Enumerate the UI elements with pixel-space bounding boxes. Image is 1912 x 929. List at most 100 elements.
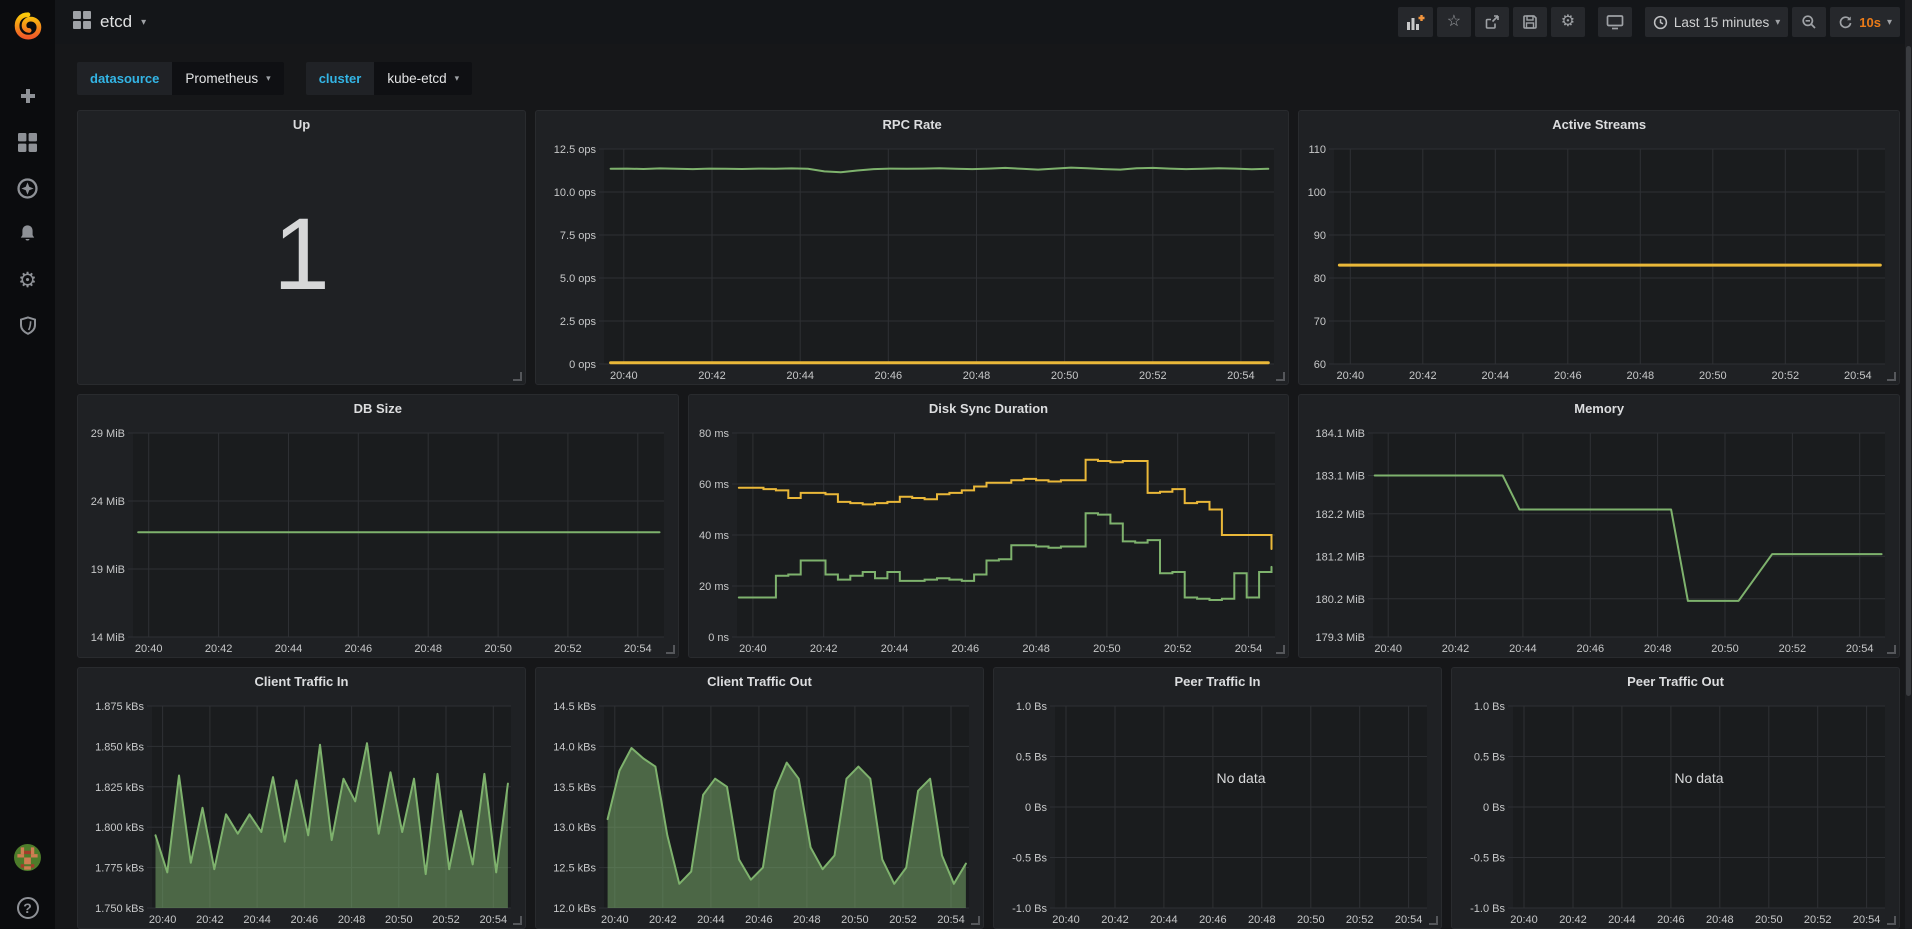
alerting-bell-icon[interactable] xyxy=(7,218,49,250)
settings-button[interactable]: ⚙ xyxy=(1550,7,1585,37)
svg-text:20:44: 20:44 xyxy=(880,643,908,655)
svg-text:12.5 ops: 12.5 ops xyxy=(554,144,597,156)
chevron-down-icon[interactable]: ▾ xyxy=(141,16,147,28)
svg-text:20:40: 20:40 xyxy=(601,914,629,926)
variable-cluster-label: cluster xyxy=(305,62,375,95)
panel-title[interactable]: Peer Traffic In xyxy=(1174,674,1261,689)
refresh-icon xyxy=(1839,15,1852,28)
panel-title[interactable]: Client Traffic Out xyxy=(707,674,812,689)
panel-title[interactable]: Disk Sync Duration xyxy=(928,401,1049,416)
variable-datasource-value[interactable]: Prometheus ▾ xyxy=(172,62,284,95)
time-range-picker[interactable]: Last 15 minutes ▾ xyxy=(1644,7,1789,37)
svg-text:20:40: 20:40 xyxy=(1510,914,1538,926)
clock-icon xyxy=(1653,15,1668,29)
svg-text:20:42: 20:42 xyxy=(1101,914,1129,926)
svg-text:20 ms: 20 ms xyxy=(699,581,729,593)
peer-traffic-out-chart[interactable]: 20:40 20:42 20:44 20:46 20:48 20:50 20:52 20:54… xyxy=(1452,696,1899,928)
svg-text:20:50: 20:50 xyxy=(1755,914,1783,926)
svg-text:110: 110 xyxy=(1309,144,1327,156)
panel-client-traffic-out: Client Traffic Out 20:40 20:42 20:44 20:46 2… xyxy=(535,667,984,929)
svg-text:181.2 MiB: 181.2 MiB xyxy=(1316,551,1366,563)
svg-text:20:52: 20:52 xyxy=(554,643,582,655)
client-traffic-out-chart[interactable]: 20:40 20:42 20:44 20:46 20:48 20:50 20:52 20:54… xyxy=(536,696,983,928)
svg-text:20:48: 20:48 xyxy=(963,370,991,382)
db-size-chart[interactable]: 20:40 20:42 20:44 20:46 20:48 20:50 20:52 20:54… xyxy=(78,423,678,657)
svg-text:20:52: 20:52 xyxy=(1772,370,1800,382)
svg-text:1.825 kBs: 1.825 kBs xyxy=(95,782,144,794)
chevron-down-icon: ▾ xyxy=(1886,16,1892,28)
add-panel-button[interactable] xyxy=(1397,7,1433,37)
variable-datasource: datasource Prometheus ▾ xyxy=(77,62,284,95)
svg-text:20:42: 20:42 xyxy=(1442,643,1470,655)
svg-text:20:40: 20:40 xyxy=(1052,914,1080,926)
dashboard-grid-icon xyxy=(73,10,91,34)
svg-text:182.2 MiB: 182.2 MiB xyxy=(1316,509,1366,521)
svg-text:14.0 kBs: 14.0 kBs xyxy=(553,741,596,753)
svg-text:20:46: 20:46 xyxy=(1657,914,1685,926)
svg-text:20:50: 20:50 xyxy=(1712,643,1740,655)
svg-text:1.0 Bs: 1.0 Bs xyxy=(1474,701,1506,713)
svg-text:20:42: 20:42 xyxy=(698,370,726,382)
chevron-down-icon: ▾ xyxy=(266,73,271,83)
panel-up: Up 1 xyxy=(77,110,526,385)
panel-title[interactable]: Client Traffic In xyxy=(254,674,349,689)
svg-text:20:42: 20:42 xyxy=(205,643,233,655)
share-icon xyxy=(1485,15,1499,29)
dashboard-title[interactable]: etcd xyxy=(100,12,133,31)
svg-text:20:44: 20:44 xyxy=(275,643,303,655)
svg-text:20:54: 20:54 xyxy=(937,914,965,926)
svg-text:20:46: 20:46 xyxy=(345,643,373,655)
panel-title[interactable]: DB Size xyxy=(353,401,403,416)
user-avatar[interactable] xyxy=(14,844,41,871)
sidebar: ⚙ ? xyxy=(0,0,55,929)
star-icon: ☆ xyxy=(1446,13,1462,30)
tv-mode-button[interactable] xyxy=(1597,7,1632,37)
share-button[interactable] xyxy=(1474,7,1509,37)
svg-text:12.0 kBs: 12.0 kBs xyxy=(553,903,596,915)
variable-cluster-value[interactable]: kube-etcd ▾ xyxy=(374,62,473,95)
dashboards-grid-icon[interactable] xyxy=(7,126,49,158)
panel-db-size: DB Size 20:40 20:42 20:44 20:46 20:48 20:50 20… xyxy=(77,394,679,658)
svg-text:20:44: 20:44 xyxy=(243,914,271,926)
sidebar-bottom: ? xyxy=(14,844,41,919)
client-traffic-in-chart[interactable]: 20:40 20:42 20:44 20:46 20:48 20:50 20:52 20:54… xyxy=(78,696,525,928)
configuration-gear-icon[interactable]: ⚙ xyxy=(18,268,37,292)
svg-text:20:48: 20:48 xyxy=(1644,643,1672,655)
chevron-down-icon: ▾ xyxy=(1775,16,1781,28)
svg-text:7.5 ops: 7.5 ops xyxy=(560,230,597,242)
explore-compass-icon[interactable] xyxy=(7,172,49,204)
svg-text:20:48: 20:48 xyxy=(1706,914,1734,926)
time-range-label: Last 15 minutes xyxy=(1673,14,1770,30)
svg-text:20:48: 20:48 xyxy=(1022,643,1050,655)
refresh-picker[interactable]: 10s ▾ xyxy=(1830,7,1900,37)
panel-title[interactable]: RPC Rate xyxy=(882,117,942,132)
svg-text:14.5 kBs: 14.5 kBs xyxy=(553,701,596,713)
admin-shield-icon[interactable] xyxy=(7,310,49,342)
active-streams-chart[interactable]: 20:40 20:42 20:44 20:46 20:48 20:50 20:52 20:54… xyxy=(1299,139,1899,384)
create-plus-icon[interactable] xyxy=(7,80,49,112)
disk-sync-chart[interactable]: 20:40 20:42 20:44 20:46 20:48 20:50 20:52 20:54… xyxy=(689,423,1289,657)
help-question-icon[interactable]: ? xyxy=(16,897,39,919)
panel-title[interactable]: Up xyxy=(292,117,311,132)
grafana-logo[interactable] xyxy=(0,0,55,52)
chevron-down-icon: ▾ xyxy=(454,73,460,83)
svg-text:20:40: 20:40 xyxy=(149,914,177,926)
panel-title[interactable]: Memory xyxy=(1574,401,1625,416)
peer-traffic-in-chart[interactable]: 20:40 20:42 20:44 20:46 20:48 20:50 20:52 20:54… xyxy=(994,696,1441,928)
save-icon xyxy=(1523,15,1537,29)
svg-text:20:40: 20:40 xyxy=(739,643,767,655)
panel-title[interactable]: Active Streams xyxy=(1552,117,1647,132)
variable-cluster: cluster kube-etcd ▾ xyxy=(305,62,473,95)
panel-grid: Up 1 RPC Rate 20:40 20:42 20:44 20:46 20:48 2… xyxy=(77,110,1900,929)
svg-text:-0.5 Bs: -0.5 Bs xyxy=(1012,853,1047,865)
scrollbar-thumb[interactable] xyxy=(1906,46,1911,697)
up-stat-value: 1 xyxy=(273,197,330,311)
panel-title[interactable]: Peer Traffic Out xyxy=(1627,674,1724,689)
svg-text:20:52: 20:52 xyxy=(1139,370,1167,382)
star-button[interactable]: ☆ xyxy=(1436,7,1471,37)
memory-chart[interactable]: 20:40 20:42 20:44 20:46 20:48 20:50 20:52 20:54… xyxy=(1299,423,1899,657)
save-button[interactable] xyxy=(1512,7,1547,37)
zoom-out-button[interactable] xyxy=(1792,7,1827,37)
svg-text:19 MiB: 19 MiB xyxy=(91,564,125,576)
rpc-rate-chart[interactable]: 20:40 20:42 20:44 20:46 20:48 20:50 20:52 20:54… xyxy=(536,139,1288,384)
